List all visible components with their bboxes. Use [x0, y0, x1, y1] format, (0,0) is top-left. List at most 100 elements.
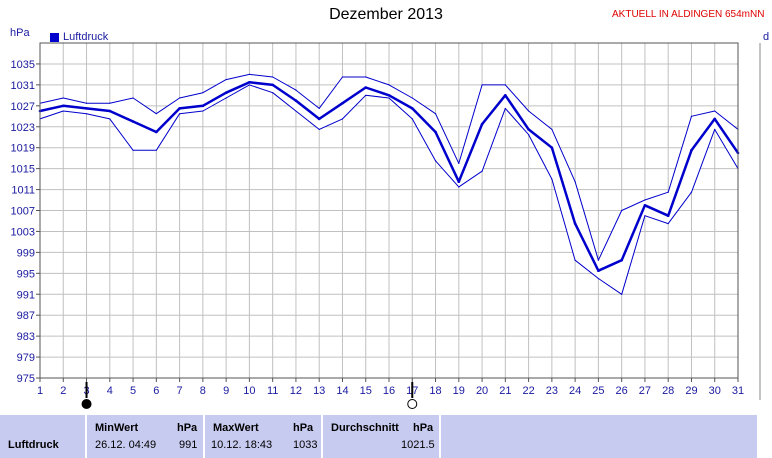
series-min-point	[690, 191, 693, 193]
series-min-point	[272, 92, 274, 94]
y-axis-unit: hPa	[10, 27, 30, 39]
x-tick-label: 29	[685, 385, 697, 397]
series-min-point	[504, 107, 506, 110]
stats-min-cell: MinWert hPa 26.12. 04:49 991	[87, 415, 203, 458]
series-max-point	[341, 76, 344, 78]
y-tick-label: 995	[17, 268, 35, 280]
x-tick-label: 2	[60, 385, 66, 397]
series-max-point	[225, 79, 227, 81]
x-tick-label: 1	[37, 385, 43, 397]
series-mean-point	[341, 101, 344, 105]
series-min-point	[644, 215, 646, 217]
y-tick-label: 983	[17, 331, 35, 343]
series-max-point	[597, 259, 600, 261]
series-min-point	[109, 118, 111, 120]
series-min-point	[318, 128, 320, 130]
series-max-point	[574, 181, 576, 183]
series-min-point	[667, 222, 669, 225]
series-mean-point	[155, 130, 158, 134]
stats-max-cell: MaxWert hPa 10.12. 18:43 1033	[205, 415, 321, 458]
y-tick-label: 1027	[11, 101, 35, 113]
series-mean-point	[248, 80, 251, 84]
series-mean-point	[550, 146, 554, 149]
avg-unit: hPa	[413, 422, 434, 434]
x-tick-label: 31	[732, 385, 744, 397]
location-label: AKTUELL IN ALDINGEN 654mNN	[612, 9, 765, 20]
series-max-point	[295, 89, 297, 91]
x-tick-label: 20	[476, 385, 488, 397]
series-mean-point	[224, 91, 228, 95]
x-tick-label: 13	[313, 385, 325, 397]
legend-swatch	[50, 32, 59, 42]
series-max-point	[248, 73, 250, 76]
series-max-point	[85, 102, 88, 104]
x-tick-label: 6	[153, 385, 159, 397]
x-tick-label: 15	[360, 385, 372, 397]
series-max-point	[62, 97, 64, 99]
series-max-point	[667, 191, 669, 193]
series-min-point	[295, 110, 297, 112]
series-min-point	[341, 118, 344, 120]
stats-table: Luftdruck MinWert hPa 26.12. 04:49 991 M…	[0, 413, 772, 458]
series-min-point	[621, 293, 623, 295]
series-min-point	[551, 178, 553, 180]
legend: Luftdruck	[50, 31, 108, 43]
series-mean-point	[410, 107, 414, 110]
series-mean-point	[713, 117, 717, 121]
series-mean-point	[457, 180, 461, 184]
x-tick-label: 22	[522, 385, 534, 397]
series-mean-point	[387, 94, 391, 97]
y-tick-label: 1019	[11, 143, 35, 155]
series-mean-point	[108, 109, 112, 113]
y-tick-label: 975	[17, 373, 35, 385]
series-min-point	[85, 113, 88, 115]
plot-border	[39, 42, 739, 379]
min-header: MinWert	[95, 422, 139, 434]
avg-header: Durchschnitt	[331, 422, 399, 434]
series-mean-point	[480, 122, 484, 126]
series-mean-point	[434, 130, 437, 134]
stats-avg-cell: Durchschnitt hPa 1021.5	[323, 415, 439, 458]
series-min-point	[62, 110, 64, 112]
series-min-point	[202, 110, 204, 112]
stats-row-label: Luftdruck	[8, 439, 59, 451]
y-tick-label: 1003	[11, 226, 35, 238]
x-tick-label: 12	[290, 385, 302, 397]
series-min-point	[179, 113, 181, 115]
series-min-point	[597, 277, 600, 280]
x-tick-label: 28	[662, 385, 674, 397]
series-max-point	[621, 209, 623, 212]
series-mean-point	[573, 222, 577, 225]
series-max-point	[458, 162, 460, 164]
y-tick-label: 1035	[11, 59, 35, 71]
series-mean-point	[317, 117, 321, 121]
series-max-point	[318, 107, 320, 110]
series-mean-point	[620, 258, 623, 262]
series-max-point	[434, 113, 437, 115]
x-tick-label: 10	[243, 385, 255, 397]
x-tick-label: 27	[639, 385, 651, 397]
x-tick-label: 18	[429, 385, 441, 397]
series-max-point	[132, 97, 134, 99]
x-tick-label: 11	[267, 385, 278, 397]
y-tick-label: 1007	[11, 206, 35, 218]
chart: 9759799839879919959991003100710111015101…	[10, 42, 761, 409]
series-max-point	[644, 199, 646, 201]
x-tick-label: 30	[709, 385, 721, 397]
series-max-point	[481, 84, 483, 86]
series-max-point	[109, 102, 111, 104]
y-tick-label: 1015	[11, 164, 35, 176]
x-tick-label: 7	[177, 385, 183, 397]
series-max-point	[272, 76, 274, 78]
legend-label: Luftdruck	[63, 31, 109, 43]
series-min-point	[132, 149, 134, 151]
series-max-point	[411, 97, 413, 99]
series-mean-point	[201, 104, 205, 108]
series-mean-point	[597, 269, 600, 272]
series-mean-point	[178, 107, 181, 110]
x-tick-label: 24	[569, 385, 581, 397]
series-max-point	[388, 84, 390, 86]
new-moon-icon	[81, 399, 92, 409]
series-mean-point	[666, 214, 670, 218]
x-tick-label: 16	[383, 385, 395, 397]
